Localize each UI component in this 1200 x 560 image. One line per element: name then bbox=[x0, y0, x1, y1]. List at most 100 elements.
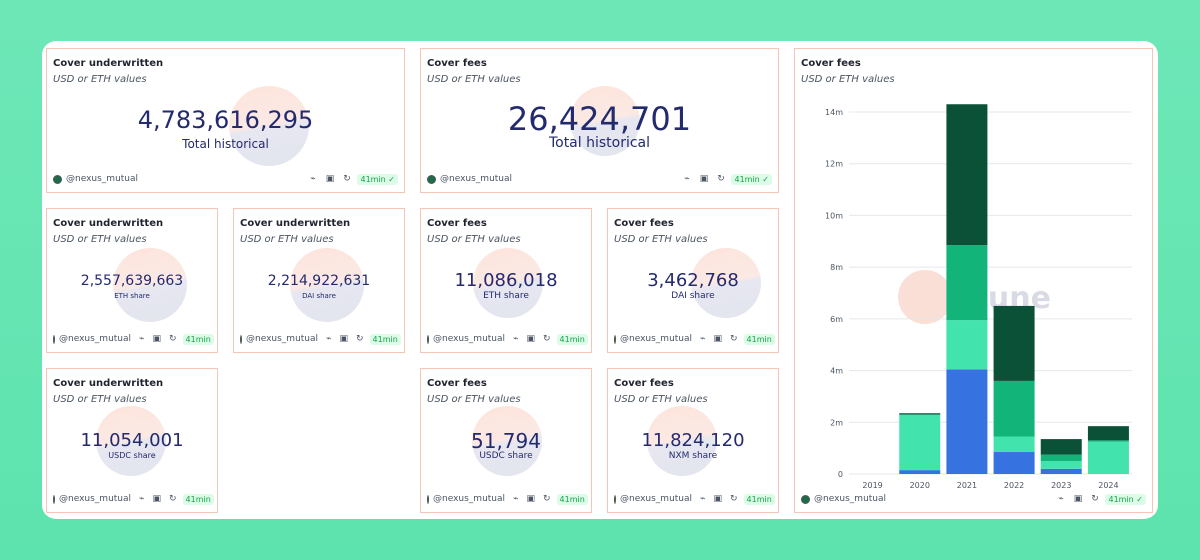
bar-segment[interactable] bbox=[1040, 454, 1082, 462]
bar-segment[interactable] bbox=[1040, 468, 1082, 474]
dune-watermark-logo bbox=[647, 406, 717, 476]
counter-caption: NXM share bbox=[668, 451, 718, 461]
counter-panel: Cover fees USD or ETH values 11,824,120 … bbox=[607, 368, 779, 513]
camera-icon[interactable]: ▣ bbox=[699, 174, 709, 184]
camera-icon[interactable]: ▣ bbox=[339, 334, 348, 344]
bar-segment[interactable] bbox=[946, 369, 988, 474]
refresh-icon[interactable]: ↻ bbox=[542, 494, 551, 504]
dune-watermark-logo bbox=[473, 248, 543, 318]
bar-segment[interactable] bbox=[993, 305, 1035, 381]
panel-subtitle: USD or ETH values bbox=[53, 74, 147, 85]
freshness-text: 41min bbox=[1108, 494, 1134, 504]
avatar bbox=[614, 334, 616, 344]
panel-title: Cover underwritten bbox=[53, 58, 164, 69]
dune-watermark-logo bbox=[570, 86, 640, 156]
dune-watermark-logo bbox=[472, 406, 542, 476]
panel-title: Cover underwritten bbox=[53, 218, 164, 229]
bar-segment[interactable] bbox=[946, 104, 988, 246]
dune-watermark-logo bbox=[96, 406, 166, 476]
link-icon[interactable]: ⌁ bbox=[139, 334, 145, 344]
panel-title: Cover fees bbox=[427, 58, 487, 69]
panel-title: Cover fees bbox=[427, 378, 487, 389]
dune-watermark-logo bbox=[290, 248, 364, 322]
refresh-icon[interactable]: ↻ bbox=[343, 174, 351, 184]
refresh-icon[interactable]: ↻ bbox=[729, 494, 738, 504]
camera-icon[interactable]: ▣ bbox=[152, 494, 161, 504]
refresh-icon[interactable]: ↻ bbox=[542, 334, 551, 344]
username-link[interactable]: @nexus_mutual bbox=[59, 334, 132, 344]
refresh-icon[interactable]: ↻ bbox=[1091, 494, 1099, 504]
refresh-icon[interactable]: ↻ bbox=[168, 334, 177, 344]
camera-icon[interactable]: ▣ bbox=[526, 334, 535, 344]
refresh-icon[interactable]: ↻ bbox=[355, 334, 364, 344]
counter-caption: Total historical bbox=[182, 137, 269, 151]
camera-icon[interactable]: ▣ bbox=[713, 334, 722, 344]
counter-caption: USDC share bbox=[479, 451, 533, 461]
camera-icon[interactable]: ▣ bbox=[152, 334, 161, 344]
username-link[interactable]: @nexus_mutual bbox=[620, 494, 693, 504]
freshness-badge: 41min ✓ bbox=[1105, 493, 1146, 505]
username-link[interactable]: @nexus_mutual bbox=[66, 174, 139, 184]
y-tick-label: 8m bbox=[830, 263, 843, 272]
link-icon[interactable]: ⌁ bbox=[1058, 494, 1064, 504]
link-icon[interactable]: ⌁ bbox=[700, 494, 706, 504]
counter-value: 3,462,768 bbox=[647, 270, 739, 291]
avatar bbox=[801, 494, 810, 504]
camera-icon[interactable]: ▣ bbox=[713, 494, 722, 504]
link-icon[interactable]: ⌁ bbox=[139, 494, 145, 504]
camera-icon[interactable]: ▣ bbox=[526, 494, 535, 504]
y-tick-label: 12m bbox=[825, 160, 843, 169]
username-link[interactable]: @nexus_mutual bbox=[59, 494, 132, 504]
link-icon[interactable]: ⌁ bbox=[310, 174, 316, 184]
counter-value: 2,214,922,631 bbox=[267, 273, 371, 289]
panel-subtitle: USD or ETH values bbox=[427, 394, 521, 405]
bar-segment[interactable] bbox=[1087, 426, 1129, 441]
chart-subtitle: USD or ETH values bbox=[801, 74, 895, 85]
bar-segment[interactable] bbox=[1087, 440, 1129, 442]
username-link[interactable]: @nexus_mutual bbox=[433, 334, 506, 344]
y-tick-label: 6m bbox=[830, 315, 843, 324]
username-link[interactable]: @nexus_mutual bbox=[440, 174, 513, 184]
username-link[interactable]: @nexus_mutual bbox=[620, 334, 693, 344]
link-icon[interactable]: ⌁ bbox=[700, 334, 706, 344]
dune-watermark-logo bbox=[898, 270, 952, 324]
bar-segment[interactable] bbox=[1087, 441, 1129, 474]
x-tick-label: 2022 bbox=[1004, 481, 1024, 490]
freshness-badge: 41min bbox=[556, 493, 588, 505]
freshness-badge: 41min bbox=[369, 333, 401, 345]
camera-icon[interactable]: ▣ bbox=[325, 174, 335, 184]
panel-subtitle: USD or ETH values bbox=[614, 394, 708, 405]
chart-panel: Cover fees USD or ETH values Dune 0 2m 4m 6m… bbox=[794, 48, 1153, 513]
panel-subtitle: USD or ETH values bbox=[240, 234, 334, 245]
counter-panel: Cover underwritten USD or ETH values 2,2… bbox=[233, 208, 405, 353]
panel-title: Cover fees bbox=[614, 218, 674, 229]
camera-icon[interactable]: ▣ bbox=[1073, 494, 1083, 504]
link-icon[interactable]: ⌁ bbox=[684, 174, 690, 184]
link-icon[interactable]: ⌁ bbox=[326, 334, 332, 344]
avatar bbox=[53, 174, 62, 184]
link-icon[interactable]: ⌁ bbox=[513, 494, 519, 504]
refresh-icon[interactable]: ↻ bbox=[717, 174, 725, 184]
bar-segment[interactable] bbox=[899, 470, 941, 474]
bar-segment[interactable] bbox=[899, 414, 941, 471]
username-link[interactable]: @nexus_mutual bbox=[814, 494, 887, 504]
panel-subtitle: USD or ETH values bbox=[427, 74, 521, 85]
bar-segment[interactable] bbox=[993, 436, 1035, 453]
bar-segment[interactable] bbox=[993, 380, 1035, 437]
refresh-icon[interactable]: ↻ bbox=[729, 334, 738, 344]
bar-segment[interactable] bbox=[946, 245, 988, 321]
username-link[interactable]: @nexus_mutual bbox=[433, 494, 506, 504]
bar-segment[interactable] bbox=[1040, 439, 1082, 455]
freshness-text: 41min bbox=[185, 494, 211, 504]
username-link[interactable]: @nexus_mutual bbox=[246, 334, 319, 344]
bar-segment[interactable] bbox=[899, 413, 941, 415]
counter-panel: Cover fees USD or ETH values 26,424,701 … bbox=[420, 48, 779, 193]
bar-segment[interactable] bbox=[1040, 461, 1082, 469]
refresh-icon[interactable]: ↻ bbox=[168, 494, 177, 504]
freshness-badge: 41min bbox=[182, 493, 214, 505]
y-tick-label: 4m bbox=[830, 367, 843, 376]
link-icon[interactable]: ⌁ bbox=[513, 334, 519, 344]
bar-segment[interactable] bbox=[946, 320, 988, 370]
bar-segment[interactable] bbox=[993, 452, 1035, 474]
